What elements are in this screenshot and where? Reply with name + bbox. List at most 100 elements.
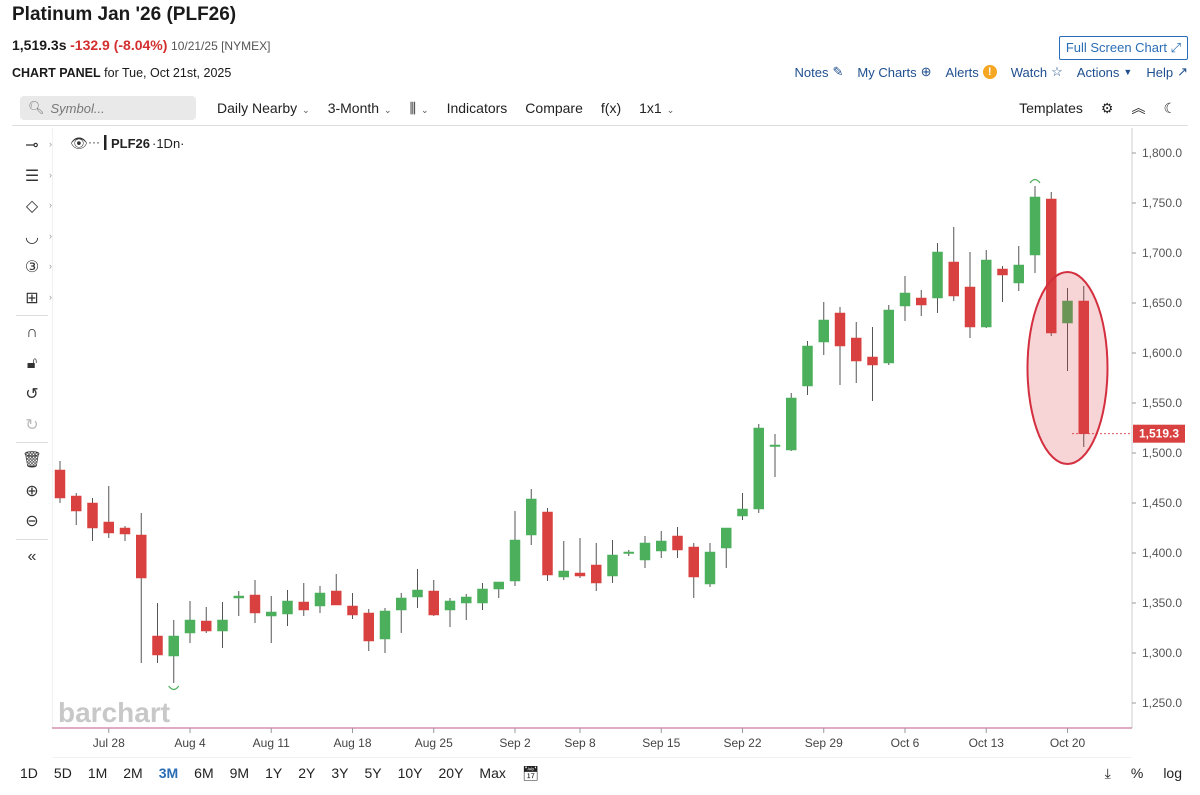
annotation-tool[interactable]: ③ › [12, 252, 52, 283]
candle-body [542, 511, 553, 576]
calendar-icon[interactable]: 📅︎ [521, 764, 540, 781]
scroll-end-icon[interactable]: ⤓ [1104, 764, 1111, 781]
full-screen-chart-button[interactable]: Full Screen Chart ⤢ [1058, 36, 1188, 60]
range-1m[interactable]: 1M [87, 765, 108, 781]
lock-tool[interactable]: 🔓︎ [12, 349, 52, 380]
range-6m[interactable]: 6M [194, 765, 214, 781]
range-2m[interactable]: 2M [123, 765, 143, 781]
shape-icon: ◇ [25, 198, 39, 216]
range-2y[interactable]: 2Y [298, 765, 316, 781]
candle-body [721, 527, 732, 549]
measure-tool[interactable]: ⊞ › [12, 283, 52, 314]
more-icon[interactable]: ··· [88, 135, 100, 149]
divider [16, 315, 48, 316]
symbol-search[interactable]: 🔍︎ Symbol... [20, 96, 196, 120]
y-tick-label: 1,700.0 [1142, 246, 1182, 260]
y-tick-label: 1,750.0 [1142, 196, 1182, 210]
candle-body [558, 570, 569, 578]
indicators-button[interactable]: Indicators [446, 100, 508, 116]
price-chart[interactable]: barchart 👁︎ ··· PLF26 ·1Dn· 1,250.0 1,300… [52, 128, 1188, 758]
chevron-right-icon: › [49, 139, 52, 149]
period-select[interactable]: 3-Month ⌄ [328, 100, 392, 116]
range-max[interactable]: Max [479, 765, 506, 781]
last-price: 1,519.3s [12, 37, 67, 53]
x-tick-label: Sep 15 [642, 736, 680, 750]
toolbar-right: Templates ⚙ ︽ ☾ [1019, 98, 1176, 118]
candle-body [1062, 300, 1073, 324]
chart-type-select[interactable]: ⫼ ⌄ [410, 100, 429, 117]
candle-body [119, 527, 131, 535]
fib-tool[interactable]: ☰ › [12, 161, 52, 192]
candle-body [428, 590, 439, 616]
measure-icon: ⊞ [25, 289, 39, 307]
zoom-in-icon: ⊕ [25, 482, 39, 500]
templates-button[interactable]: Templates [1019, 100, 1083, 116]
zoom-in-button[interactable]: ⊕ [12, 476, 52, 507]
candle-body [1078, 300, 1089, 434]
plus-circle-icon: ⊕ [920, 64, 932, 79]
frequency-select[interactable]: Daily Nearby ⌄ [217, 100, 310, 116]
range-5d[interactable]: 5D [53, 765, 72, 781]
candle-body [136, 534, 147, 579]
y-tick-label: 1,650.0 [1142, 296, 1182, 310]
range-3y[interactable]: 3Y [331, 765, 349, 781]
low-marker [168, 685, 180, 691]
line-tool[interactable]: ⊸ › [12, 130, 52, 161]
redo-button[interactable]: ↻ [12, 410, 52, 441]
undo-button[interactable]: ↺ [12, 379, 52, 410]
x-tick-label: Oct 13 [969, 736, 1005, 750]
fx-button[interactable]: f(x) [600, 100, 622, 116]
delete-button[interactable]: 🗑︎ [12, 445, 52, 476]
gear-icon[interactable]: ⚙ [1100, 99, 1114, 116]
magnet-tool[interactable]: ∩ [12, 318, 52, 349]
range-9m[interactable]: 9M [229, 765, 250, 781]
range-10y[interactable]: 10Y [397, 765, 423, 781]
range-1d[interactable]: 1D [20, 765, 38, 781]
collapse-icon[interactable]: ︽ [1131, 100, 1146, 116]
help-link[interactable]: Help ↗ [1146, 64, 1188, 80]
barchart-watermark: barchart [58, 697, 170, 728]
curve-icon: ◡ [25, 228, 39, 246]
candle-body [396, 597, 407, 611]
y-tick-label: 1,400.0 [1142, 546, 1182, 560]
curve-tool[interactable]: ◡ › [12, 222, 52, 253]
candle-body [493, 581, 504, 590]
actions-menu[interactable]: Actions ▼ [1077, 65, 1133, 80]
eye-icon[interactable]: 👁︎ [70, 135, 88, 151]
external-link-icon: ↗ [1177, 64, 1188, 79]
x-tick-label: Aug 18 [333, 736, 371, 750]
candle-body [412, 589, 423, 598]
range-20y[interactable]: 20Y [438, 765, 464, 781]
percent-toggle[interactable]: % [1130, 765, 1144, 781]
log-toggle[interactable]: log [1163, 765, 1182, 781]
dark-mode-icon[interactable]: ☾ [1163, 99, 1176, 116]
range-1y[interactable]: 1Y [265, 765, 283, 781]
notes-link[interactable]: Notes ✎ [795, 64, 844, 80]
chevron-right-icon: › [49, 230, 52, 241]
candle-body [818, 319, 829, 343]
range-3m[interactable]: 3M [158, 765, 179, 781]
layout-select[interactable]: 1x1 ⌄ [639, 100, 674, 116]
candle-body [152, 635, 163, 656]
watch-link[interactable]: Watch ☆ [1011, 64, 1063, 80]
candle-body [769, 444, 781, 447]
candle-body [899, 292, 911, 307]
candle-body [298, 601, 309, 611]
my-charts-link[interactable]: My Charts ⊕ [857, 64, 931, 80]
collapse-toolbar-button[interactable]: « [12, 542, 52, 573]
unlock-icon: 🔓︎ [26, 354, 38, 372]
candle-body [233, 595, 244, 599]
shape-tool[interactable]: ◇ › [12, 191, 52, 222]
compare-button[interactable]: Compare [525, 100, 583, 116]
frequency-label: Daily Nearby [217, 100, 298, 116]
candle-body [916, 297, 927, 306]
candle-body [184, 619, 196, 634]
price-change: -132.9 (-8.04%) [70, 37, 168, 53]
x-tick-label: Sep 29 [805, 736, 843, 750]
x-tick-label: Sep 2 [499, 736, 531, 750]
watch-label: Watch [1010, 64, 1048, 80]
candle-body [932, 251, 943, 299]
alerts-link[interactable]: Alerts! [946, 65, 997, 80]
zoom-out-button[interactable]: ⊖ [12, 506, 52, 537]
range-5y[interactable]: 5Y [364, 765, 382, 781]
